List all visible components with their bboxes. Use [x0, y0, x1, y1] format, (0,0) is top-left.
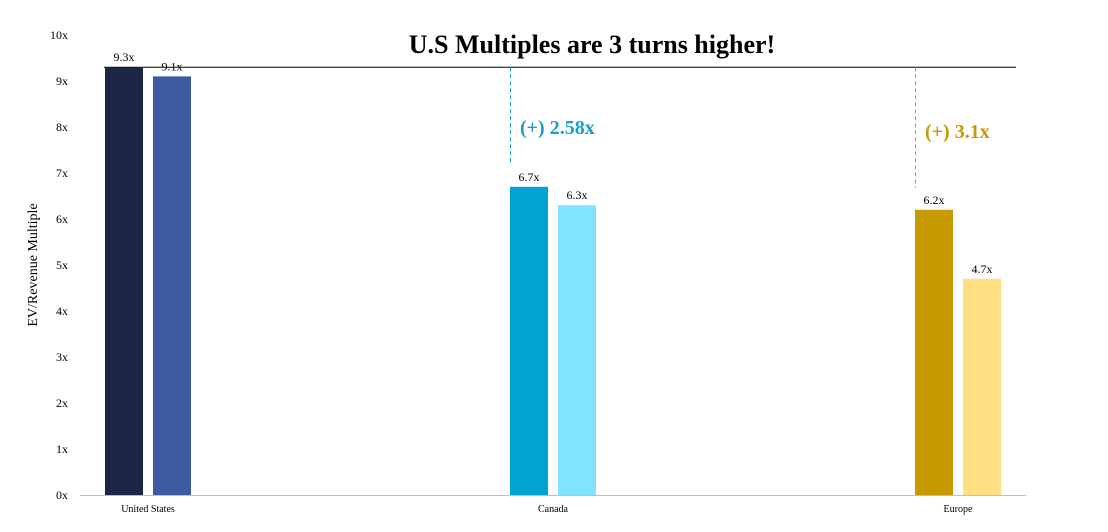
bar-united-states-2 — [153, 76, 191, 496]
data-label: 4.7x — [972, 262, 993, 276]
y-tick-label: 6x — [56, 212, 68, 226]
y-tick-label: 0x — [56, 488, 68, 502]
data-label: 9.3x — [114, 50, 135, 64]
y-tick-label: 8x — [56, 120, 68, 134]
y-tick-label: 3x — [56, 350, 68, 364]
data-label: 9.1x — [162, 59, 183, 73]
x-tick-label: Europe — [944, 504, 973, 515]
y-tick-label: 1x — [56, 442, 68, 456]
data-label: 6.2x — [924, 193, 945, 207]
difference-annotation: (+) 2.58x — [520, 117, 595, 139]
bar-canada-1 — [510, 186, 548, 496]
x-tick-label: United States — [121, 504, 175, 515]
bar-canada-2 — [558, 205, 596, 495]
x-tick-label: Canada — [538, 504, 569, 515]
y-axis-label: EV/Revenue Multiple — [26, 203, 41, 326]
y-tick-label: 9x — [56, 74, 68, 88]
data-label: 6.3x — [567, 188, 588, 202]
chart-title: U.S Multiples are 3 turns higher! — [409, 30, 775, 59]
y-tick-label: 7x — [56, 166, 68, 180]
y-tick-label: 10x — [50, 28, 68, 42]
y-tick-label: 4x — [56, 304, 68, 318]
difference-annotation: (+) 3.1x — [925, 121, 990, 143]
plot-area: 0x 1x 2x 3x 4x 5x 6x 7x 8x 9x 10x 9.3x 9.1x United St… — [50, 28, 1026, 515]
y-tick-label: 5x — [56, 258, 68, 272]
y-tick-label: 2x — [56, 396, 68, 410]
bar-europe-2 — [963, 278, 1001, 495]
bar-europe-1 — [915, 209, 953, 496]
data-label: 6.7x — [519, 170, 540, 184]
bar-united-states-1 — [105, 67, 143, 495]
